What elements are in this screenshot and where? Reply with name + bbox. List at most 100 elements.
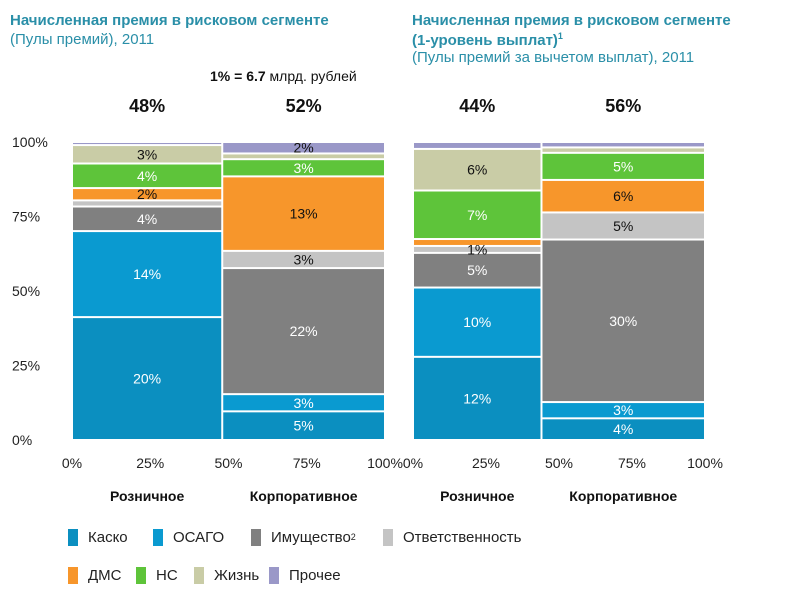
legend-swatch xyxy=(136,566,146,584)
segment-label: 12% xyxy=(463,390,491,406)
left-chart-title: Начисленная премия в рисковом сегменте xyxy=(10,12,329,29)
segment-label: 7% xyxy=(467,207,487,223)
scale-note-unit: млрд. рублей xyxy=(265,68,357,84)
segment-label: 5% xyxy=(467,262,487,278)
segment-label: 3% xyxy=(294,160,314,176)
segment-ОСАГО xyxy=(542,403,704,418)
footnote-marker: 1 xyxy=(557,31,563,41)
segment-label: 22% xyxy=(290,323,318,339)
column-share-label: 56% xyxy=(605,96,641,116)
segment-Жизнь xyxy=(414,149,541,190)
segment-Каско xyxy=(223,412,384,439)
segment-Ответственность xyxy=(223,251,384,268)
legend-item: Имущество 2 xyxy=(251,528,383,546)
segment-label: 4% xyxy=(613,421,633,437)
segment-label: 3% xyxy=(137,146,157,162)
segment-ОСАГО xyxy=(73,232,222,317)
segment-ДМС xyxy=(223,177,384,250)
column-share-label: 44% xyxy=(459,96,495,116)
legend-label: ОСАГО xyxy=(173,528,225,546)
legend-swatch xyxy=(383,528,393,546)
segment-Жизнь xyxy=(223,154,384,159)
x-tick-label: 50% xyxy=(545,455,573,471)
legend-label: Прочее xyxy=(289,566,341,584)
legend-label: ДМС xyxy=(88,566,122,584)
scale-note: 1% = 6.7 млрд. рублей xyxy=(210,68,357,84)
legend-label: Ответственность xyxy=(403,528,522,546)
segment-label: 1% xyxy=(467,241,487,257)
legend-label: Жизнь xyxy=(214,566,260,584)
column-share-label: 52% xyxy=(286,96,322,116)
x-tick-label: 75% xyxy=(293,455,321,471)
right-chart-title2: (1-уровень выплат) xyxy=(412,32,558,49)
x-tick-label: 75% xyxy=(618,455,646,471)
legend-label: НС xyxy=(156,566,178,584)
segment-label: 13% xyxy=(290,206,318,222)
segment-Прочее xyxy=(223,143,384,153)
x-tick-label: 50% xyxy=(214,455,242,471)
segment-Прочее xyxy=(542,143,704,147)
segment-ДМС xyxy=(542,180,704,212)
legend-swatch xyxy=(68,528,78,546)
y-tick-label: 0% xyxy=(12,432,32,448)
right-chart-title: Начисленная премия в рисковом сегменте xyxy=(412,12,731,29)
legend-item: ДМС xyxy=(68,566,136,584)
legend-swatch xyxy=(153,528,163,546)
segment-Ответственность xyxy=(73,201,222,206)
segment-label: 3% xyxy=(294,395,314,411)
segment-Ответственность xyxy=(414,246,541,252)
column-category-label: Корпоративное xyxy=(250,488,358,504)
legend-swatch xyxy=(68,566,78,584)
segment-label: 6% xyxy=(613,188,633,204)
segment-Прочее xyxy=(414,143,541,148)
segment-ОСАГО xyxy=(414,288,541,356)
segment-label: 3% xyxy=(294,251,314,267)
legend: Каско ОСАГО Имущество 2 Ответственность ДМС НС… xyxy=(68,518,588,594)
segment-Имущество xyxy=(223,269,384,394)
segment-label: 2% xyxy=(137,186,157,202)
left-chart-subtitle: (Пулы премий), 2011 xyxy=(10,31,155,48)
x-tick-label: 25% xyxy=(472,455,500,471)
column-category-label: Корпоративное xyxy=(569,488,677,504)
y-tick-label: 100% xyxy=(12,134,48,150)
segment-label: 6% xyxy=(467,162,487,178)
segment-Каско xyxy=(414,357,541,439)
segment-label: 5% xyxy=(613,158,633,174)
segment-НС xyxy=(73,164,222,188)
right-chart-title-line2: (1-уровень выплат)1 xyxy=(412,31,563,49)
segment-ДМС xyxy=(414,240,541,245)
segment-label: 4% xyxy=(137,168,157,184)
segment-Каско xyxy=(73,318,222,439)
segment-ОСАГО xyxy=(223,395,384,411)
right-chart-subtitle: (Пулы премий за вычетом выплат), 2011 xyxy=(412,49,695,66)
segment-НС xyxy=(223,160,384,176)
segment-label: 14% xyxy=(133,266,161,282)
x-tick-label: 100% xyxy=(687,455,723,471)
segment-Имущество xyxy=(414,253,541,287)
segment-label: 5% xyxy=(294,418,314,434)
segment-label: 2% xyxy=(294,140,314,156)
segment-label: 3% xyxy=(613,402,633,418)
y-tick-label: 75% xyxy=(12,209,40,225)
segment-ДМС xyxy=(73,189,222,200)
segment-label: 4% xyxy=(137,211,157,227)
segment-label: 5% xyxy=(613,218,633,234)
segment-НС xyxy=(414,191,541,239)
x-tick-label: 25% xyxy=(136,455,164,471)
legend-item: Жизнь xyxy=(194,566,269,584)
column-category-label: Розничное xyxy=(440,488,515,504)
legend-item: НС xyxy=(136,566,194,584)
segment-Ответственность xyxy=(542,213,704,239)
legend-item: Каско xyxy=(68,528,153,546)
x-tick-label: 100% xyxy=(367,455,403,471)
y-tick-label: 25% xyxy=(12,358,40,374)
segment-НС xyxy=(542,153,704,179)
segment-Жизнь xyxy=(73,146,222,163)
y-tick-label: 50% xyxy=(12,283,40,299)
segment-Каско xyxy=(542,419,704,439)
x-tick-label: 0% xyxy=(403,455,423,471)
segment-label: 20% xyxy=(133,371,161,387)
legend-swatch xyxy=(269,566,279,584)
column-category-label: Розничное xyxy=(110,488,185,504)
scale-note-value: 1% = 6.7 xyxy=(210,68,266,84)
